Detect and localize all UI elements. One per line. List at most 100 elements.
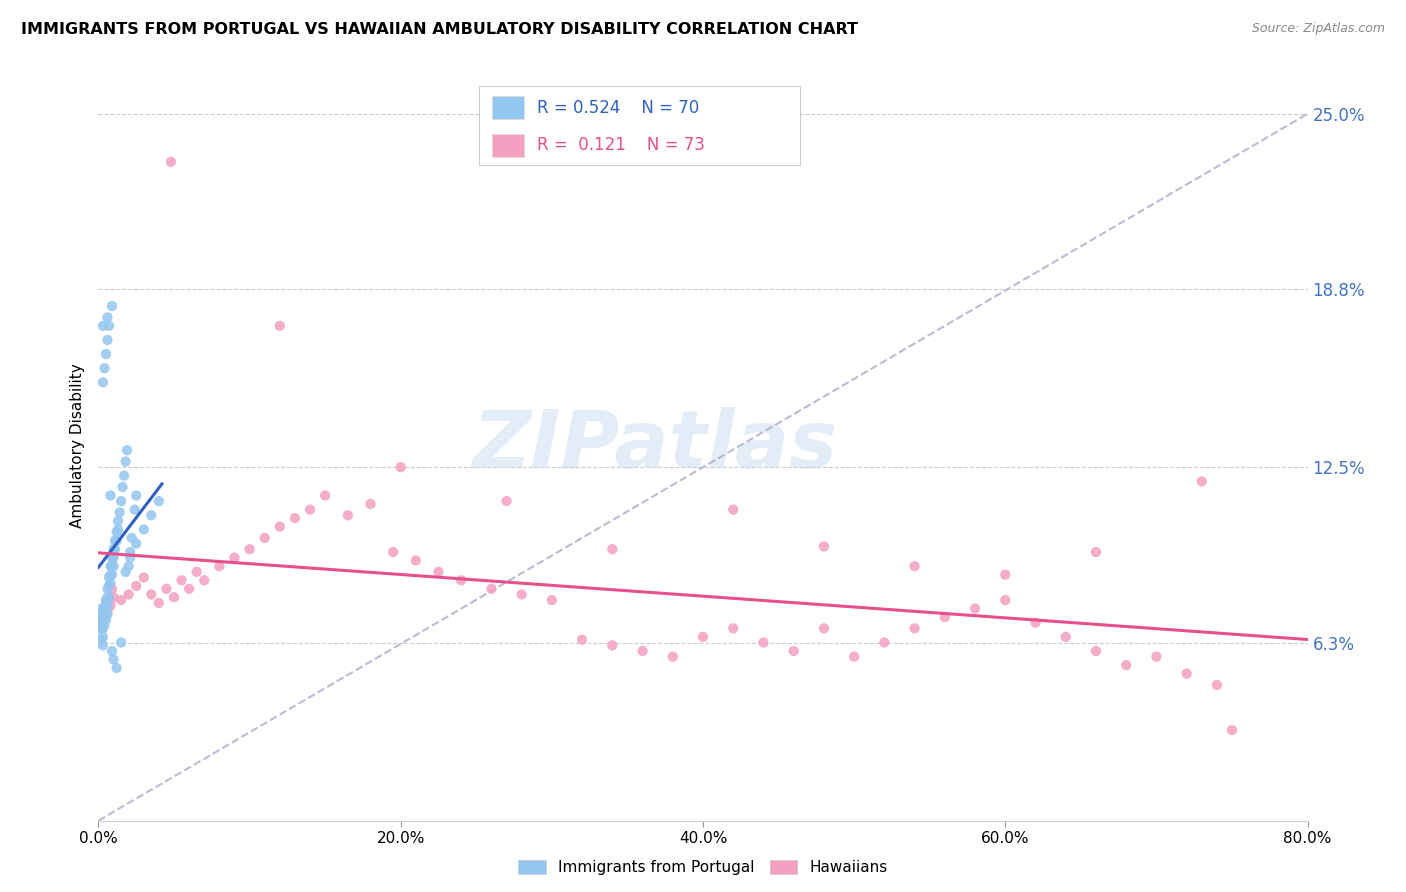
Point: [100, 488, 122, 502]
Point: [100, 567, 122, 582]
Point: [495, 494, 517, 508]
Point: [110, 494, 132, 508]
Point: [904, 559, 927, 574]
Point: [450, 574, 472, 588]
Point: [93, 618, 115, 632]
Point: [360, 497, 382, 511]
Point: [91, 607, 114, 622]
Point: [94, 613, 117, 627]
Point: [90, 621, 112, 635]
Point: [269, 318, 291, 333]
Point: [98, 570, 121, 584]
Point: [783, 644, 806, 658]
Point: [124, 502, 146, 516]
Point: [108, 505, 131, 519]
Point: [96, 310, 118, 325]
Point: [1191, 475, 1213, 489]
Point: [571, 632, 593, 647]
Point: [813, 621, 835, 635]
Point: [110, 593, 132, 607]
Point: [427, 565, 450, 579]
Point: [114, 454, 136, 468]
Point: [90, 632, 112, 647]
Point: [96, 599, 118, 613]
Point: [239, 542, 262, 557]
Point: [132, 523, 155, 537]
Point: [91, 630, 114, 644]
Point: [141, 587, 163, 601]
Point: [96, 582, 118, 596]
Point: [299, 502, 322, 516]
Point: [141, 508, 163, 523]
Point: [118, 559, 141, 574]
Point: [186, 565, 208, 579]
Point: [89, 621, 111, 635]
Text: IMMIGRANTS FROM PORTUGAL VS HAWAIIAN AMBULATORY DISABILITY CORRELATION CHART: IMMIGRANTS FROM PORTUGAL VS HAWAIIAN AMB…: [21, 22, 858, 37]
Point: [93, 601, 115, 615]
Point: [101, 299, 124, 313]
Point: [125, 488, 148, 502]
Point: [994, 567, 1017, 582]
Point: [111, 480, 134, 494]
Point: [114, 565, 136, 579]
Point: [89, 615, 111, 630]
Point: [1085, 545, 1108, 559]
Point: [105, 525, 128, 540]
Point: [1220, 723, 1243, 738]
Point: [336, 508, 359, 523]
Point: [101, 582, 124, 596]
Point: [389, 460, 412, 475]
Point: [120, 550, 142, 565]
Point: [934, 610, 956, 624]
Text: ZIPatlas: ZIPatlas: [472, 407, 837, 485]
Point: [91, 621, 114, 635]
Point: [96, 333, 118, 347]
Point: [90, 621, 112, 635]
Point: [93, 613, 115, 627]
Point: [723, 502, 745, 516]
Point: [1085, 644, 1108, 658]
Point: [96, 607, 118, 622]
Point: [91, 615, 114, 630]
Point: [602, 638, 624, 652]
Point: [101, 644, 124, 658]
Point: [253, 531, 276, 545]
Point: [1115, 658, 1137, 673]
Point: [104, 533, 127, 548]
Point: [382, 545, 405, 559]
Point: [148, 494, 170, 508]
Point: [155, 582, 177, 596]
Point: [873, 635, 896, 649]
Point: [94, 347, 117, 361]
Point: [118, 587, 141, 601]
Point: [125, 536, 148, 550]
Point: [121, 531, 143, 545]
Point: [96, 604, 118, 618]
Point: [752, 635, 775, 649]
Point: [91, 638, 114, 652]
Point: [904, 621, 927, 635]
Point: [93, 361, 115, 376]
Point: [103, 559, 125, 574]
Point: [103, 591, 125, 605]
Point: [661, 649, 683, 664]
Point: [100, 576, 122, 591]
Point: [125, 579, 148, 593]
Point: [170, 574, 193, 588]
Point: [101, 567, 124, 582]
Point: [314, 488, 336, 502]
Legend: Immigrants from Portugal, Hawaiians: Immigrants from Portugal, Hawaiians: [513, 855, 893, 880]
Point: [107, 514, 129, 528]
Point: [101, 559, 124, 574]
Point: [1024, 615, 1046, 630]
Point: [193, 574, 215, 588]
Point: [994, 593, 1017, 607]
Point: [94, 596, 117, 610]
Point: [100, 559, 122, 574]
Point: [98, 318, 121, 333]
Point: [631, 644, 654, 658]
Point: [101, 550, 124, 565]
Point: [112, 468, 135, 483]
Point: [813, 540, 835, 554]
Point: [510, 587, 533, 601]
